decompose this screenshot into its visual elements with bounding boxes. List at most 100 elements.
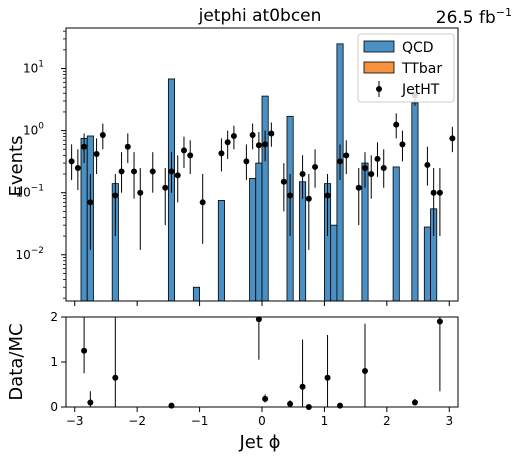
jetht-point-2 [81, 133, 88, 164]
jetht-point-34 [355, 167, 362, 226]
jetht-point-30 [312, 149, 319, 188]
jetht-point-27 [287, 174, 294, 237]
jetht-marker-4 [93, 151, 100, 158]
jetht-marker-44 [436, 189, 443, 196]
qcd-bar-6 [249, 177, 257, 302]
qcd-bar-15 [392, 166, 400, 302]
ratio-point-12 [411, 398, 418, 406]
ratio-marker-2 [112, 374, 119, 381]
ratio-marker-7 [299, 383, 306, 390]
jetht-marker-22 [249, 132, 256, 139]
jetht-marker-23 [255, 142, 262, 149]
ratio-point-1 [87, 391, 94, 407]
ratio-point-2 [112, 317, 119, 407]
qcd-bar-4 [192, 286, 200, 302]
jetht-marker-12 [162, 184, 169, 191]
jetht-marker-26 [280, 178, 287, 185]
legend-label-ttbar: TTbar [401, 61, 442, 77]
jetht-point-42 [424, 146, 431, 186]
ratio-panel-frame [65, 316, 459, 408]
y-tick-label-1: 10−1 [15, 184, 44, 200]
ratio-marker-6 [287, 400, 294, 407]
y-tick-label-3: 101 [23, 60, 44, 76]
ratio-y-axis-label: Data/MC [6, 323, 27, 400]
jetht-marker-20 [230, 132, 237, 139]
y-tick-label-2: 100 [23, 122, 44, 138]
jetht-marker-19 [224, 139, 231, 146]
qcd-bar-12 [330, 224, 338, 302]
jetht-point-37 [374, 142, 381, 177]
jetht-point-38 [380, 149, 387, 188]
jetht-point-35 [361, 152, 368, 188]
jetht-marker-16 [187, 152, 194, 159]
jetht-marker-37 [374, 155, 381, 162]
jetht-marker-13 [168, 168, 175, 175]
ratio-point-11 [361, 323, 368, 407]
jetht-point-28 [299, 155, 306, 199]
ratio-panel: −3 −2 −1 0 1 2 3 0 1 2 [50, 310, 459, 428]
jetht-marker-14 [174, 172, 181, 179]
jetht-marker-35 [361, 164, 368, 171]
jetht-point-8 [124, 133, 131, 164]
jetht-point-5 [99, 123, 106, 150]
jetht-point-20 [230, 125, 237, 150]
ratio-y-tick-label-1: 1 [50, 355, 58, 369]
ratio-marker-12 [411, 399, 418, 406]
jetht-marker-18 [218, 150, 225, 157]
jetht-point-12 [162, 167, 169, 226]
ratio-marker-3 [168, 402, 175, 409]
qcd-bar-7 [255, 162, 263, 302]
jetht-marker-29 [305, 195, 312, 202]
ratio-point-4 [255, 316, 262, 360]
ratio-marker-10 [337, 402, 344, 409]
jetht-marker-2 [81, 143, 88, 150]
jetht-marker-3 [87, 199, 94, 206]
jetht-point-15 [180, 136, 187, 168]
jetht-point-33 [343, 140, 350, 175]
ratio-marker-11 [361, 368, 368, 374]
x-tick-label-1: −2 [128, 414, 146, 428]
jetht-marker-36 [368, 171, 375, 178]
ratio-marker-9 [324, 374, 331, 381]
jetht-marker-34 [355, 184, 362, 191]
ratio-point-7 [299, 339, 306, 407]
jetht-marker-11 [149, 168, 156, 175]
ratio-marker-5 [262, 395, 269, 402]
x-tick-label-0: −3 [66, 414, 84, 428]
ratio-point-0 [81, 317, 88, 374]
jetht-point-43 [430, 167, 437, 237]
jetht-marker-24 [262, 141, 269, 148]
main-panel: 10−2 10−1 100 101 [15, 27, 459, 306]
jetht-point-36 [368, 155, 375, 199]
x-tick-label-2: −1 [191, 414, 209, 428]
jetht-point-7 [118, 152, 125, 193]
jetht-point-9 [131, 152, 138, 199]
jetht-marker-31 [324, 192, 331, 199]
jetht-point-31 [324, 174, 331, 237]
ratio-marker-1 [87, 399, 94, 406]
x-tick-label-5: 2 [383, 414, 391, 428]
ratio-point-13 [436, 317, 443, 392]
ratio-marker-8 [305, 404, 312, 410]
legend-swatch-qcd [363, 40, 395, 53]
jetht-marker-27 [287, 192, 294, 199]
ratio-y-tick-label-0: 0 [50, 400, 58, 414]
x-axis-label: Jet ϕ [238, 432, 280, 453]
ratio-marker-13 [436, 318, 443, 325]
qcd-bar-5 [217, 200, 225, 302]
ratio-marker-4 [255, 316, 262, 323]
jetht-marker-43 [430, 189, 437, 196]
jetht-point-29 [305, 174, 312, 250]
jetht-point-32 [337, 144, 344, 181]
jetht-marker-45 [449, 135, 456, 142]
jetht-point-45 [449, 126, 456, 153]
legend-swatch-ttbar [363, 61, 395, 74]
jetht-point-18 [218, 138, 225, 172]
ratio-point-6 [287, 400, 294, 407]
jetht-marker-30 [312, 163, 319, 170]
y-axis-label: Events [6, 136, 27, 197]
jetht-point-6 [112, 174, 119, 237]
jetht-point-25 [268, 122, 275, 147]
legend-marker-jetht [376, 86, 382, 92]
